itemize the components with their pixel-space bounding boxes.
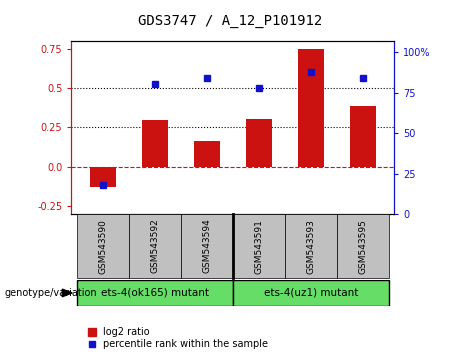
Bar <box>233 214 285 278</box>
Bar <box>142 120 168 167</box>
Text: GSM543591: GSM543591 <box>254 219 263 274</box>
Polygon shape <box>62 289 72 297</box>
Bar <box>350 106 376 167</box>
Bar <box>90 167 116 187</box>
Legend: log2 ratio, percentile rank within the sample: log2 ratio, percentile rank within the s… <box>88 327 268 349</box>
Text: GSM543595: GSM543595 <box>358 219 367 274</box>
Bar <box>246 119 272 167</box>
Text: ets-4(uz1) mutant: ets-4(uz1) mutant <box>264 288 358 298</box>
Bar <box>77 214 129 278</box>
Text: GSM543592: GSM543592 <box>150 219 159 273</box>
Text: ets-4(ok165) mutant: ets-4(ok165) mutant <box>101 288 209 298</box>
Bar <box>337 214 389 278</box>
Bar <box>298 48 324 167</box>
Bar <box>77 280 233 306</box>
Bar <box>181 214 233 278</box>
Bar <box>129 214 181 278</box>
Text: GSM543593: GSM543593 <box>307 219 315 274</box>
Text: GSM543590: GSM543590 <box>98 219 107 274</box>
Bar <box>233 280 389 306</box>
Text: genotype/variation: genotype/variation <box>5 288 97 298</box>
Bar <box>285 214 337 278</box>
Bar <box>194 141 220 167</box>
Text: GDS3747 / A_12_P101912: GDS3747 / A_12_P101912 <box>138 14 323 28</box>
Text: GSM543594: GSM543594 <box>202 219 211 273</box>
